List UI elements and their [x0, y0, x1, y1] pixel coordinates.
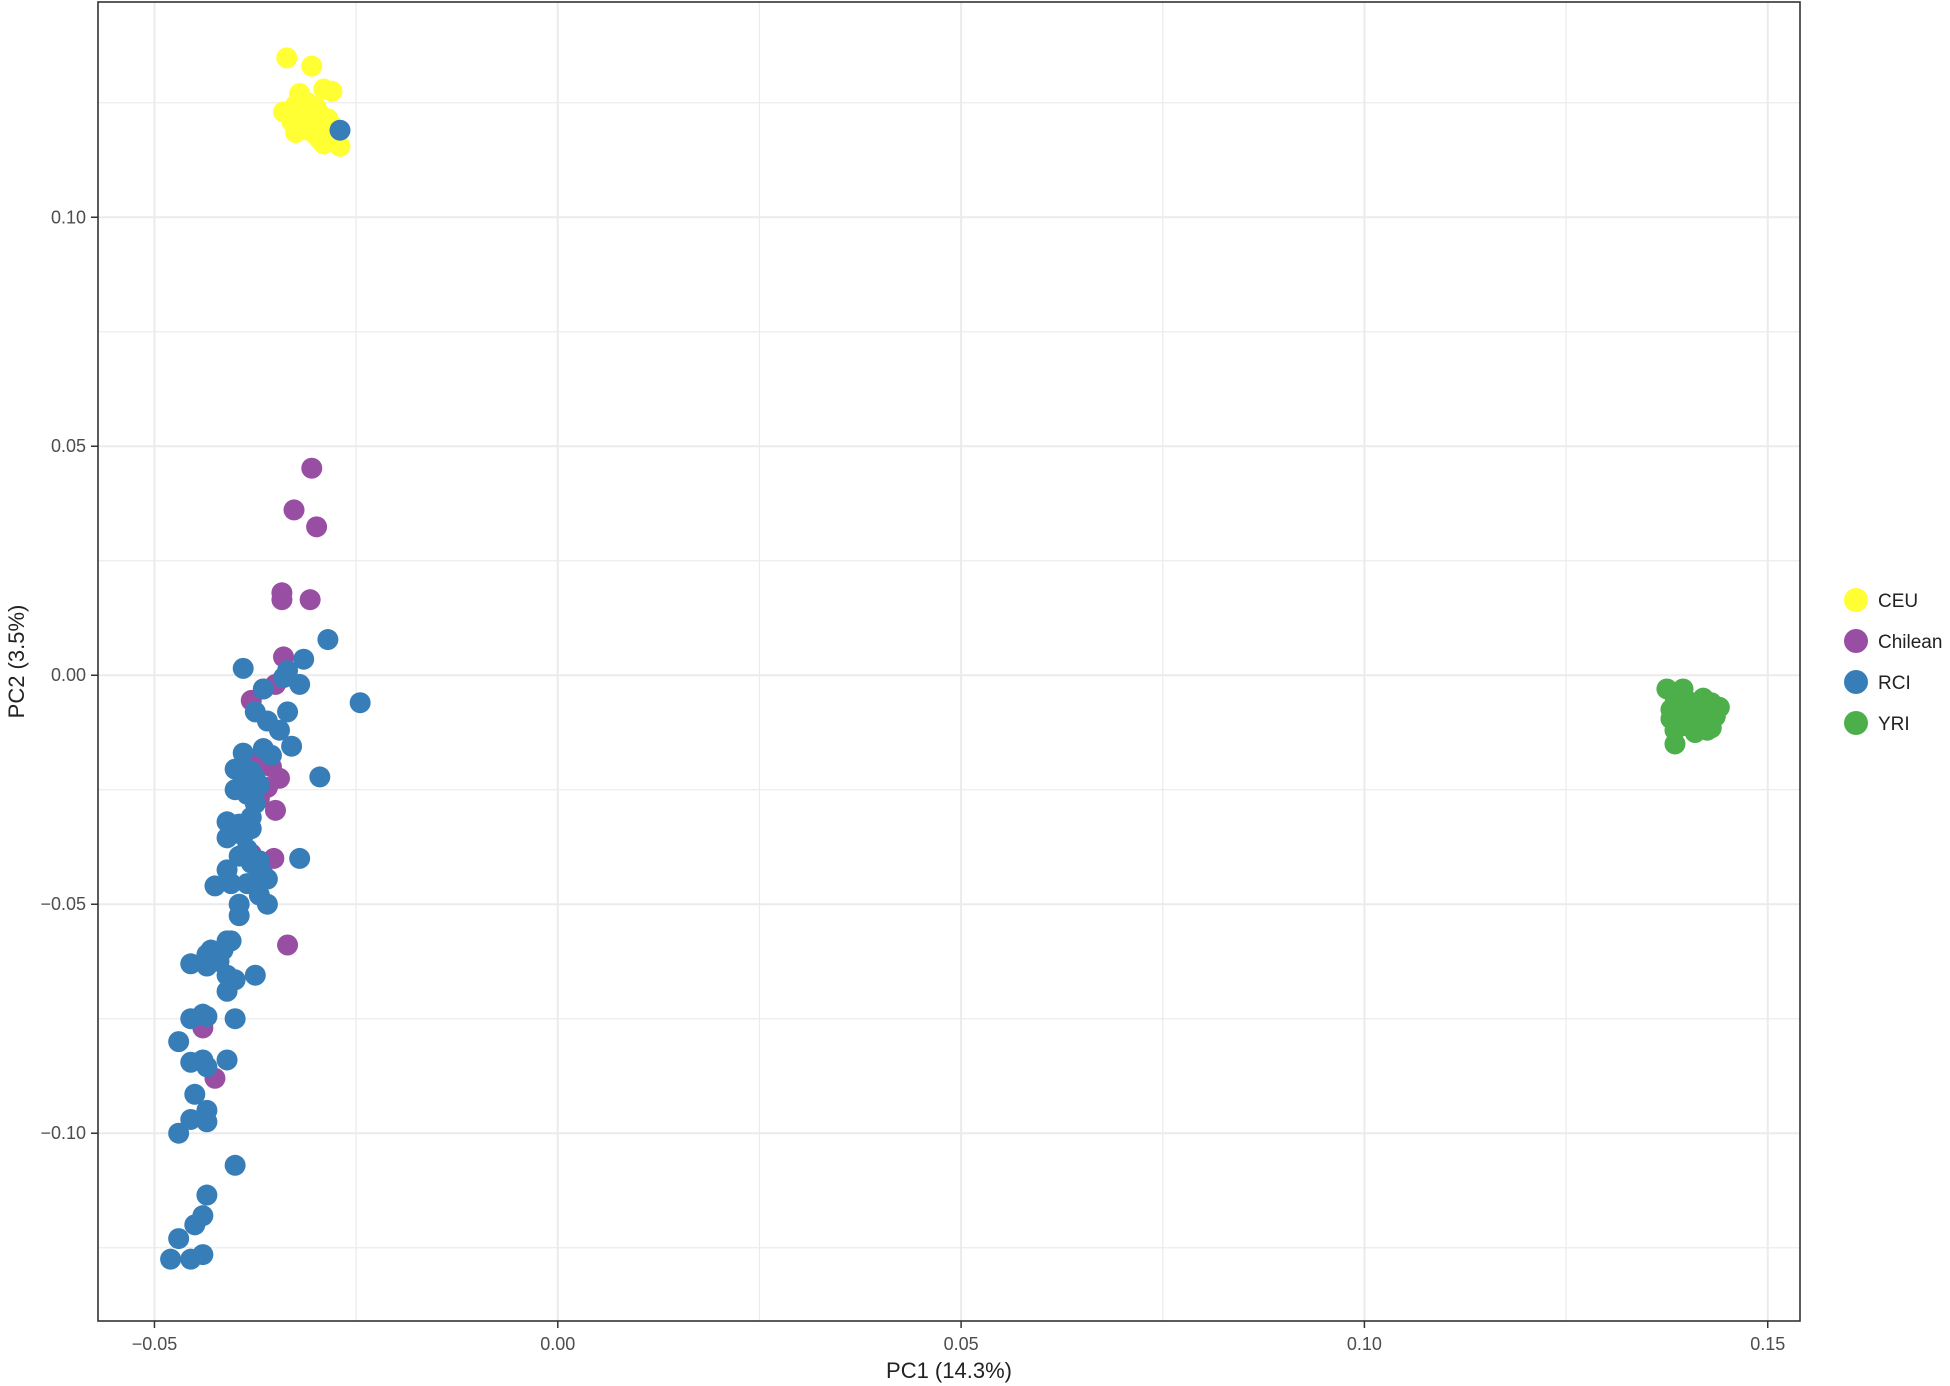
legend-label: CEU: [1878, 591, 1918, 612]
point-rci: [196, 1005, 218, 1027]
legend-label: RCI: [1878, 673, 1911, 694]
point-rci: [256, 868, 278, 890]
legend-key: [1844, 711, 1868, 735]
point-rci: [289, 673, 311, 695]
point-ceu: [276, 47, 298, 69]
legend-label: Chilean: [1878, 632, 1942, 653]
point-rci: [168, 1031, 190, 1053]
point-rci: [196, 1056, 218, 1078]
data-points: [160, 47, 1730, 1270]
panel-border: [97, 1, 1801, 1322]
point-rci: [168, 1228, 190, 1250]
x-tick-label: 0.15: [1750, 1334, 1785, 1354]
point-rci: [168, 1122, 190, 1144]
point-rci: [204, 875, 226, 897]
point-ceu: [301, 55, 323, 77]
point-rci: [277, 701, 299, 723]
y-tick-label: 0.10: [51, 207, 86, 227]
point-rci: [184, 1214, 206, 1236]
point-rci: [293, 648, 315, 670]
legend-item-rci: RCI: [1844, 670, 1911, 694]
point-rci: [224, 1008, 246, 1030]
point-rci: [349, 692, 371, 714]
x-axis-title: PC1 (14.3%): [886, 1358, 1012, 1383]
y-axis-title: PC2 (3.5%): [4, 605, 29, 719]
point-chilean: [264, 799, 286, 821]
x-tick-label: 0.00: [540, 1334, 575, 1354]
point-chilean: [283, 499, 305, 521]
point-rci: [196, 1184, 218, 1206]
point-chilean: [306, 516, 328, 538]
point-rci: [273, 667, 295, 689]
point-rci: [216, 827, 238, 849]
point-ceu: [329, 135, 351, 157]
point-rci: [260, 744, 282, 766]
point-rci: [281, 735, 303, 757]
y-tick-label: −0.05: [40, 894, 86, 914]
point-ceu: [321, 80, 343, 102]
point-rci: [180, 1108, 202, 1130]
point-rci: [224, 1154, 246, 1176]
y-tick-label: −0.10: [40, 1123, 86, 1143]
legend-label: YRI: [1878, 714, 1910, 735]
legend-item-ceu: CEU: [1844, 588, 1918, 612]
point-yri: [1664, 733, 1686, 755]
legend-key: [1844, 670, 1868, 694]
x-tick-label: 0.05: [944, 1334, 979, 1354]
x-axis-ticks: −0.05 0.00 0.05 0.10 0.15: [132, 1321, 1785, 1354]
point-rci: [232, 742, 254, 764]
legend-item-chilean: Chilean: [1844, 629, 1942, 653]
point-chilean: [271, 589, 293, 611]
point-rci: [256, 893, 278, 915]
point-rci: [244, 964, 266, 986]
point-chilean: [299, 589, 321, 611]
legend: CEU Chilean RCI YRI: [1844, 588, 1942, 735]
point-ceu: [313, 133, 335, 155]
point-chilean: [277, 934, 299, 956]
point-rci: [196, 955, 218, 977]
point-yri: [1696, 719, 1718, 741]
y-tick-label: 0.00: [51, 665, 86, 685]
point-rci: [184, 1083, 206, 1105]
point-rci: [289, 847, 311, 869]
y-axis-ticks: −0.10 −0.05 0.00 0.05 0.10: [40, 207, 98, 1143]
point-rci: [220, 873, 242, 895]
point-ceu: [285, 122, 307, 144]
grid-lines: [98, 2, 1800, 1321]
legend-item-yri: YRI: [1844, 711, 1910, 735]
point-rci: [329, 119, 351, 141]
point-rci: [160, 1248, 182, 1270]
legend-key: [1844, 629, 1868, 653]
x-tick-label: 0.10: [1347, 1334, 1382, 1354]
point-rci: [268, 719, 290, 741]
legend-key: [1844, 588, 1868, 612]
x-tick-label: −0.05: [132, 1334, 178, 1354]
point-rci: [309, 766, 331, 788]
series-rci: [160, 119, 371, 1270]
point-rci: [252, 678, 274, 700]
point-rci: [228, 905, 250, 927]
point-rci: [180, 1248, 202, 1270]
point-rci: [216, 980, 238, 1002]
point-rci: [317, 629, 339, 651]
y-tick-label: 0.05: [51, 436, 86, 456]
point-chilean: [301, 457, 323, 479]
point-rci: [216, 1049, 238, 1071]
series-yri: [1656, 678, 1730, 755]
point-rci: [180, 953, 202, 975]
point-rci: [232, 657, 254, 679]
point-rci: [196, 1111, 218, 1133]
